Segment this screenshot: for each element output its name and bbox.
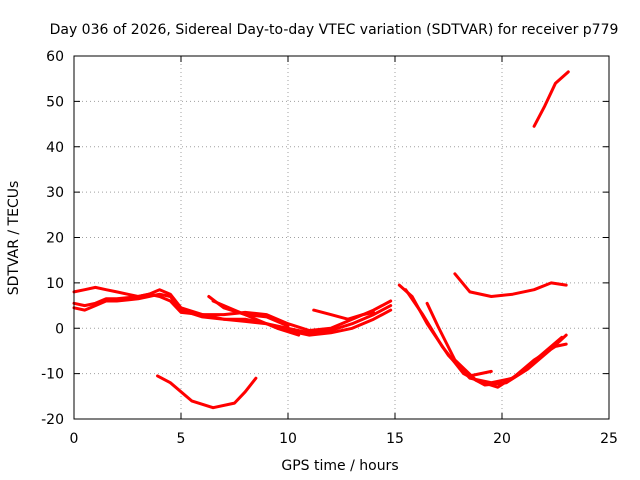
- series-line-track-g: [156, 374, 258, 410]
- grid-lines: [74, 56, 609, 419]
- series-line-track-k: [468, 369, 493, 378]
- x-tick-label: 15: [386, 431, 404, 447]
- x-tick-label: 5: [177, 431, 186, 447]
- y-tick-label: 10: [46, 276, 64, 292]
- y-tick-label: 30: [46, 185, 64, 201]
- series-line-track-m: [532, 70, 570, 128]
- series-line-track-c: [72, 292, 393, 337]
- series-line-track-l: [453, 272, 568, 298]
- y-axis-label: SDTVAR / TECUs: [6, 181, 22, 296]
- x-tick-label: 10: [279, 431, 297, 447]
- x-tick-label: 25: [600, 431, 618, 447]
- series-line-track-i: [404, 288, 568, 387]
- series-line-track-b: [72, 288, 393, 335]
- y-tick-label: -10: [41, 367, 64, 383]
- data-series: [72, 70, 570, 410]
- chart-title: Day 036 of 2026, Sidereal Day-to-day VTE…: [50, 22, 619, 38]
- series-line-track-f: [312, 308, 376, 321]
- y-tick-label: 40: [46, 140, 64, 156]
- y-tick-label: -20: [41, 412, 64, 428]
- series-line-track-a: [72, 285, 393, 332]
- series-line-track-e: [211, 299, 301, 337]
- series-line-track-j: [425, 301, 564, 389]
- y-tick-label: 20: [46, 231, 64, 247]
- axis-ticks: 0 5 10 15 20 25 -20 -10 0 10 20 30 40 50 60: [41, 49, 618, 447]
- y-tick-label: 50: [46, 94, 64, 110]
- y-tick-label: 0: [55, 321, 64, 337]
- x-tick-label: 0: [70, 431, 79, 447]
- y-tick-label: 60: [46, 49, 64, 65]
- series-line-track-h: [397, 283, 568, 385]
- x-tick-label: 20: [493, 431, 511, 447]
- x-axis-label: GPS time / hours: [281, 458, 398, 474]
